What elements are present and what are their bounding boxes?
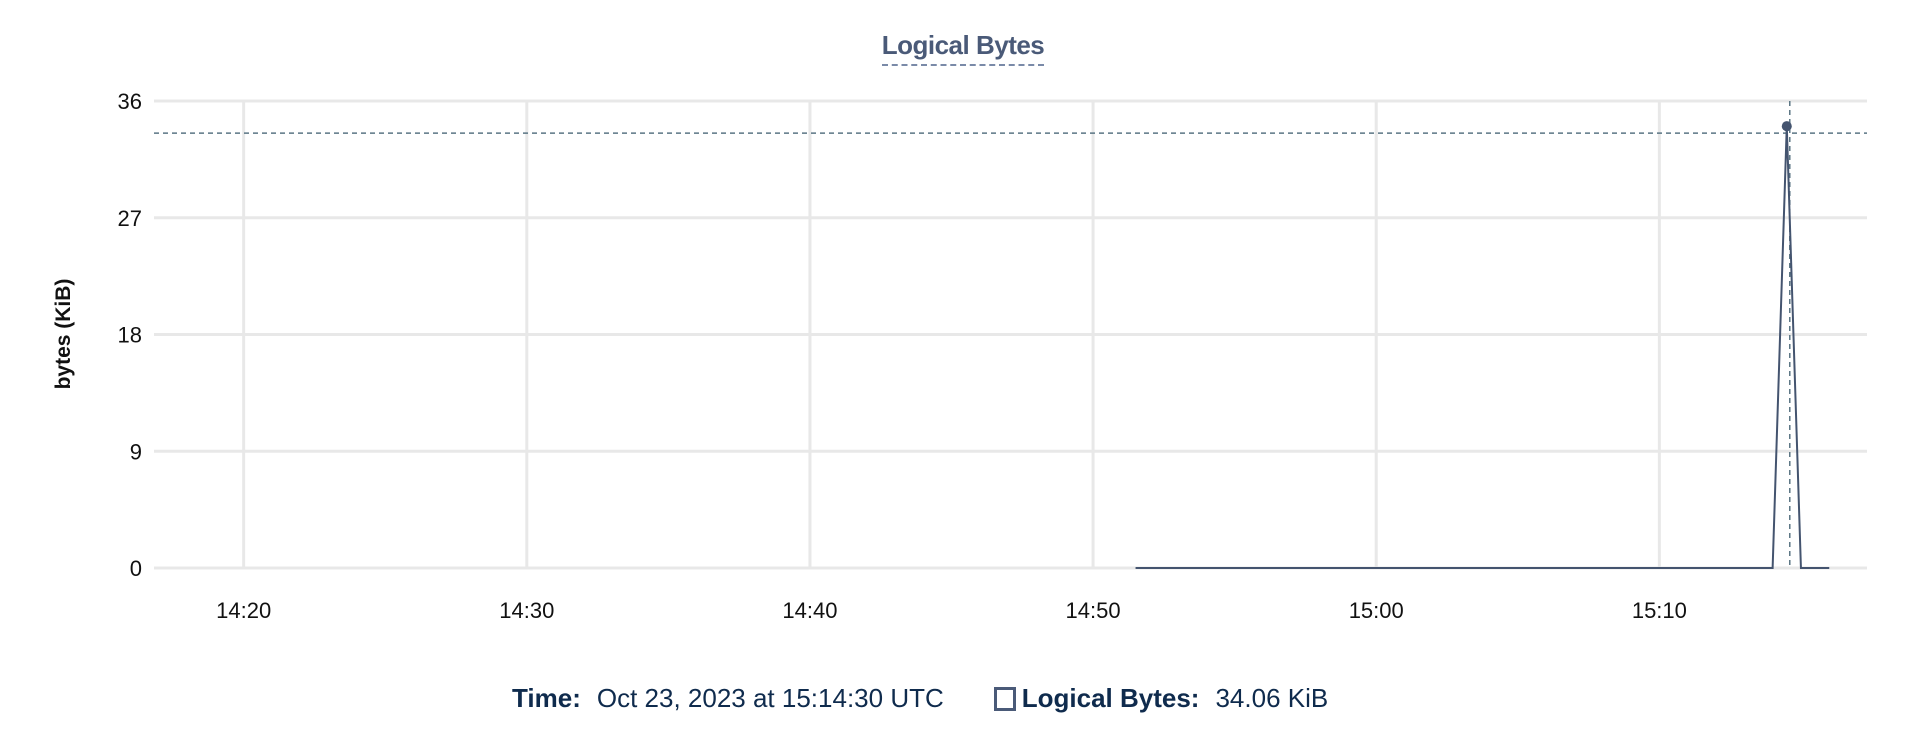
hover-legend: Time: Oct 23, 2023 at 15:14:30 UTC Logic…	[512, 683, 1328, 714]
y-tick-label: 9	[130, 439, 142, 464]
x-tick-label: 15:10	[1632, 598, 1687, 623]
chart-title[interactable]: Logical Bytes	[881, 30, 1045, 66]
series-line	[1135, 126, 1830, 569]
y-tick-label: 36	[118, 89, 142, 114]
time-label: Time:	[512, 683, 581, 713]
y-axis-ticks: 0 9 18 27 36	[118, 89, 142, 581]
x-tick-label: 14:30	[499, 598, 554, 623]
series-toggle-checkbox[interactable]	[993, 686, 1016, 711]
series	[154, 101, 1867, 569]
series-label[interactable]: Logical Bytes:	[1021, 683, 1200, 713]
series-value: 34.06 KiB	[1215, 683, 1329, 713]
y-tick-label: 27	[118, 206, 142, 231]
time-value: Oct 23, 2023 at 15:14:30 UTC	[596, 683, 944, 713]
y-tick-label: 0	[130, 556, 142, 581]
y-axis-label: bytes (KiB)	[52, 279, 75, 390]
y-tick-label: 18	[118, 323, 142, 348]
x-tick-label: 15:00	[1349, 598, 1404, 623]
grid	[154, 99, 1867, 570]
hover-point	[1781, 121, 1792, 132]
x-tick-label: 14:20	[216, 598, 271, 623]
x-tick-label: 14:40	[782, 598, 837, 623]
x-axis-ticks: 14:20 14:30 14:40 14:50 15:00 15:10	[216, 598, 1687, 623]
x-tick-label: 14:50	[1066, 598, 1121, 623]
chart-title-wrap: Logical Bytes	[0, 30, 1926, 66]
